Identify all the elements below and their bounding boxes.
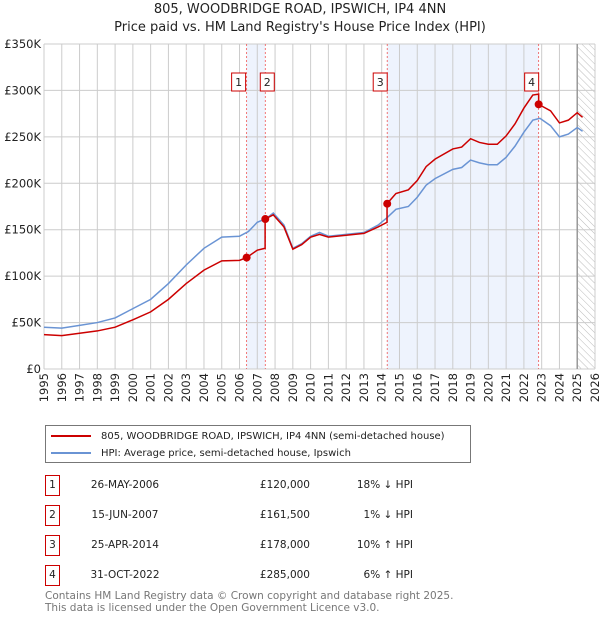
sale-label: 2 <box>264 76 271 89</box>
x-tick-label: 2004 <box>197 373 211 402</box>
sale-label: 1 <box>235 76 242 89</box>
sale-point <box>534 100 543 109</box>
sale-hpi-diff: 6% ↑ HPI <box>363 569 413 581</box>
x-tick-label: 2016 <box>410 373 424 402</box>
hpi-line <box>43 117 583 329</box>
x-tick-label: 1998 <box>90 373 104 402</box>
y-tick-label: £50K <box>12 316 42 330</box>
x-tick-label: 2013 <box>357 373 371 402</box>
x-tick-label: 2025 <box>570 373 584 402</box>
x-tick-label: 1997 <box>73 373 87 402</box>
x-tick-label: 2019 <box>464 373 478 402</box>
x-tick-label: 2014 <box>375 373 389 402</box>
x-tick-label: 2007 <box>250 373 264 402</box>
sale-date: 31-OCT-2022 <box>90 569 160 581</box>
sale-number: 1 <box>45 475 60 496</box>
sale-price: £161,500 <box>259 509 310 521</box>
x-tick-label: 1999 <box>108 373 122 402</box>
footer-line-2: This data is licensed under the Open Gov… <box>45 602 380 614</box>
sale-price: £120,000 <box>259 479 310 491</box>
sale-number: 2 <box>45 505 60 526</box>
sale-hpi-diff: 18% ↓ HPI <box>356 479 413 491</box>
x-tick-label: 2003 <box>179 373 193 402</box>
x-tick-label: 2020 <box>481 373 495 402</box>
y-tick-label: £300K <box>4 83 41 97</box>
sale-date: 25-APR-2014 <box>91 539 159 551</box>
x-tick-label: 2008 <box>268 373 282 402</box>
x-tick-label: 2021 <box>499 373 513 402</box>
sale-label-box <box>231 72 247 92</box>
y-tick-label: £100K <box>4 269 41 283</box>
x-tick-label: 2009 <box>286 373 300 402</box>
sale-hpi-diff: 1% ↓ HPI <box>363 509 413 521</box>
x-tick-label: 2001 <box>144 373 158 402</box>
sale-point <box>242 253 251 262</box>
forecast-hatch <box>577 44 595 369</box>
legend: 805, WOODBRIDGE ROAD, IPSWICH, IP4 4NN (… <box>45 425 471 463</box>
x-tick-label: 2012 <box>339 373 353 402</box>
y-tick-label: £0 <box>26 362 41 376</box>
x-tick-label: 2017 <box>428 373 442 402</box>
x-tick-label: 1995 <box>37 373 51 402</box>
chart-title: 805, WOODBRIDGE ROAD, IPSWICH, IP4 4NN <box>153 2 447 17</box>
sale-point <box>261 215 270 224</box>
legend-swatch <box>51 435 91 437</box>
sale-number: 3 <box>45 535 60 556</box>
sale-number: 4 <box>45 565 60 586</box>
legend-item-hpi: HPI: Average price, semi-detached house,… <box>51 445 351 461</box>
y-tick-label: £350K <box>4 37 41 51</box>
x-tick-label: 2023 <box>535 373 549 402</box>
chart-subtitle: Price paid vs. HM Land Registry's House … <box>114 20 486 35</box>
sale-label: 4 <box>528 76 535 89</box>
legend-swatch <box>51 452 91 454</box>
sale-price: £178,000 <box>259 539 310 551</box>
sale-date: 15-JUN-2007 <box>91 509 159 521</box>
sale-point <box>383 199 392 208</box>
x-tick-label: 2018 <box>446 373 460 402</box>
x-tick-label: 2022 <box>517 373 531 402</box>
x-tick-label: 2011 <box>321 373 335 402</box>
legend-label: 805, WOODBRIDGE ROAD, IPSWICH, IP4 4NN (… <box>101 430 445 442</box>
legend-item-property: 805, WOODBRIDGE ROAD, IPSWICH, IP4 4NN (… <box>51 428 445 444</box>
sale-label: 3 <box>377 76 384 89</box>
x-tick-label: 2026 <box>588 373 600 402</box>
shaded-period <box>387 44 539 369</box>
y-tick-label: £200K <box>4 176 41 190</box>
sale-label-box <box>259 72 275 92</box>
legend-label: HPI: Average price, semi-detached house,… <box>101 447 351 459</box>
x-tick-label: 2024 <box>552 373 566 402</box>
y-tick-label: £250K <box>4 130 41 144</box>
x-tick-label: 2010 <box>304 373 318 402</box>
sale-label-box <box>372 72 388 92</box>
property-price-line <box>43 93 584 337</box>
plot-area: 1995 1996 1997 1998 1999 2000 2001 2002 2003 2004… <box>4 37 600 402</box>
sale-hpi-diff: 10% ↑ HPI <box>356 539 413 551</box>
sale-label-box <box>524 72 540 92</box>
x-tick-label: 2015 <box>392 373 406 402</box>
x-tick-label: 2000 <box>126 373 140 402</box>
y-tick-label: £150K <box>4 223 41 237</box>
shaded-period <box>246 44 266 369</box>
sale-price: £285,000 <box>259 569 310 581</box>
x-tick-label: 2006 <box>233 373 247 402</box>
sale-date: 26-MAY-2006 <box>90 479 160 491</box>
x-tick-label: 2005 <box>215 373 229 402</box>
x-tick-label: 2002 <box>161 373 175 402</box>
footer-line-1: Contains HM Land Registry data © Crown c… <box>45 590 454 602</box>
x-tick-label: 1996 <box>55 373 69 402</box>
